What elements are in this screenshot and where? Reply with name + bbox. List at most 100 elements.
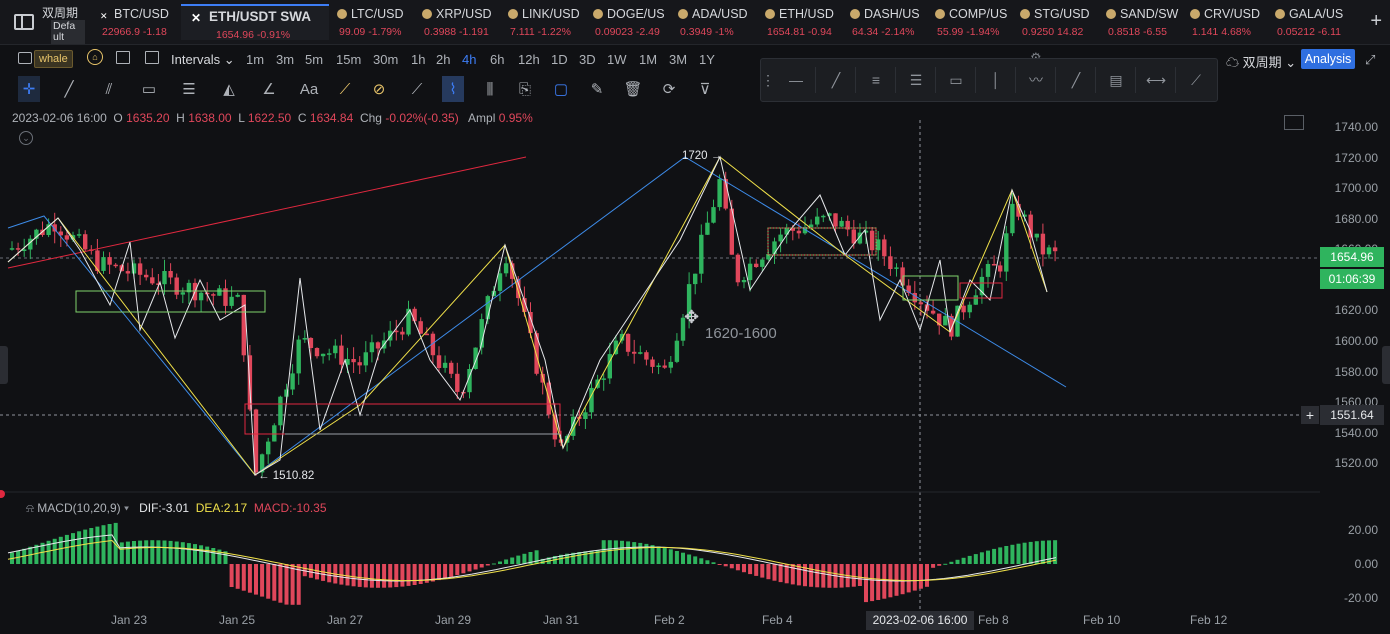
fib-icon[interactable]: ⫽ xyxy=(105,80,113,98)
macd-menu-icon[interactable]: ▾ xyxy=(124,501,130,515)
note-icon[interactable]: ✎ xyxy=(590,81,604,98)
intervals-dropdown[interactable]: Intervals ⌄ xyxy=(171,52,235,67)
interval-1h[interactable]: 1h xyxy=(411,52,426,67)
ticker-item[interactable]: LTC/USD 99.09 -1.79% xyxy=(337,6,417,40)
candle-body xyxy=(863,230,869,233)
drag-handle-icon[interactable]: ⋮ xyxy=(761,72,775,88)
candle-body xyxy=(40,229,45,235)
macd-bar xyxy=(906,564,911,593)
layout-icon[interactable] xyxy=(145,51,159,64)
candle-body xyxy=(729,208,734,255)
clipboard-icon[interactable]: ⎘ xyxy=(518,80,531,98)
image-icon[interactable]: ◭ xyxy=(223,81,235,98)
wave-icon[interactable]: 〰 xyxy=(1017,67,1056,93)
high-annotation-text: 1720 xyxy=(682,150,708,162)
price-tick: 1520.00 xyxy=(1334,456,1378,470)
macd-bar xyxy=(882,564,887,599)
interval-6h[interactable]: 6h xyxy=(490,52,505,67)
ray-icon[interactable]: ╱ xyxy=(1057,67,1096,93)
dual-period-toggle[interactable]: ☁ 双周期 ⌄ xyxy=(1226,55,1297,70)
interval-4h[interactable]: 4h xyxy=(462,52,477,67)
trash-icon[interactable]: 🗑 xyxy=(623,81,643,98)
macd-bar xyxy=(95,526,100,564)
interval-3D[interactable]: 3D xyxy=(579,52,596,67)
collapse-legend-icon[interactable]: ⌄ xyxy=(19,131,33,145)
ticker-item[interactable]: ✕ BTC/USD 22966.9 -1.18 xyxy=(100,6,174,40)
candle-body xyxy=(839,220,844,227)
rectangle-icon[interactable]: ▭ xyxy=(937,67,976,93)
macd-bar xyxy=(931,564,936,568)
angle-icon[interactable]: ∠ xyxy=(262,81,276,98)
interval-2h[interactable]: 2h xyxy=(436,52,451,67)
macd-bar xyxy=(534,550,539,564)
link-icon[interactable]: ⟳ xyxy=(662,81,676,98)
candle-body xyxy=(174,277,179,295)
candle-body xyxy=(241,294,246,356)
ticker-item[interactable]: COMP/US 55.99 -1.94% xyxy=(935,6,1015,40)
rectangle-icon[interactable]: ▭ xyxy=(141,81,157,98)
square-select-icon[interactable]: ▢ xyxy=(553,81,569,98)
period-label[interactable]: 双周期 xyxy=(42,6,79,20)
ticker-item[interactable]: CRV/USD 1.141 4.68% xyxy=(1190,6,1270,40)
screenshot-icon[interactable] xyxy=(1284,115,1304,130)
interval-30m[interactable]: 30m xyxy=(373,52,399,67)
ticker-item[interactable]: DOGE/US 0.09023 -2.49 xyxy=(593,6,673,40)
vertical-line-icon[interactable]: │ xyxy=(977,67,1016,93)
trend-line-icon[interactable]: ╱ xyxy=(817,67,856,93)
interval-1M[interactable]: 1M xyxy=(639,52,658,67)
interval-1Y[interactable]: 1Y xyxy=(699,52,715,67)
candle-body xyxy=(1022,214,1027,217)
horizontal-lines-icon[interactable]: ☰ xyxy=(182,81,196,98)
ticker-item[interactable]: LINK/USD 7.111 -1.22% xyxy=(508,6,588,40)
ticker-item[interactable]: GALA/US 0.05212 -6.11 xyxy=(1275,6,1355,40)
interval-1D[interactable]: 1D xyxy=(551,52,568,67)
price-tick: 1580.00 xyxy=(1334,365,1378,379)
interval-12h[interactable]: 12h xyxy=(518,52,540,67)
text-icon[interactable]: Aa xyxy=(299,80,319,98)
brush-icon[interactable]: ⟋ xyxy=(339,80,351,98)
measure-icon[interactable]: ⟋ xyxy=(1191,72,1201,88)
ticker-item[interactable]: DASH/US 64.34 -2.14% xyxy=(850,6,930,40)
interval-5m[interactable]: 5m xyxy=(305,52,324,67)
ticker-item[interactable]: XRP/USD 0.3988 -1.191 xyxy=(422,6,502,40)
ticker-item[interactable]: ETH/USD 1654.81 -0.94 xyxy=(765,6,845,40)
left-panel-handle[interactable] xyxy=(0,346,8,384)
ticker-item[interactable]: ADA/USD 0.3949 -1% xyxy=(678,6,758,40)
horizontal-segment-icon[interactable]: — xyxy=(777,67,816,93)
add-ticker-button[interactable]: + xyxy=(1370,10,1382,32)
interval-1m[interactable]: 1m xyxy=(246,52,265,67)
parallel-lines-icon[interactable]: ≡ xyxy=(857,67,896,93)
price-chart[interactable] xyxy=(0,120,1320,620)
fib-lines-icon[interactable]: ☰ xyxy=(897,67,936,93)
default-template-button[interactable]: Defa ult xyxy=(51,20,85,44)
interval-3M[interactable]: 3M xyxy=(669,52,688,67)
move-handle-icon[interactable]: ✥ xyxy=(684,307,700,327)
right-panel-handle[interactable] xyxy=(1382,346,1390,384)
layout-toggle-icon[interactable] xyxy=(14,14,34,30)
range-icon[interactable]: ⟷ xyxy=(1137,67,1176,93)
more-icon[interactable]: ⤢ xyxy=(1365,52,1376,67)
pattern-icon[interactable]: ⌇ xyxy=(442,76,464,102)
bars-icon[interactable]: ⫼ xyxy=(486,80,494,98)
bell-icon[interactable]: ⍾ xyxy=(26,501,34,515)
calendar-icon[interactable] xyxy=(116,51,130,64)
ticker-price: 7.111 -1.22% xyxy=(510,26,571,38)
chart-type-icon[interactable] xyxy=(18,52,32,64)
ruler-icon[interactable]: ▤ xyxy=(1097,67,1136,93)
add-alert-icon[interactable]: + xyxy=(1301,406,1319,424)
alert-icon[interactable]: ⌂ xyxy=(87,49,103,65)
ticker-item[interactable]: STG/USD 0.9250 14.82 xyxy=(1020,6,1100,40)
ticker-item[interactable]: ✕ ETH/USDT SWA 1654.96 -0.91% xyxy=(181,4,329,41)
crosshair-icon[interactable]: ✛ xyxy=(18,76,40,102)
analysis-button[interactable]: Analysis xyxy=(1301,49,1355,69)
interval-15m[interactable]: 15m xyxy=(336,52,362,67)
interval-3m[interactable]: 3m xyxy=(276,52,295,67)
trend-line-icon[interactable]: ╱ xyxy=(64,81,74,98)
ticker-item[interactable]: SAND/SW 0.8518 -6.55 xyxy=(1106,6,1186,40)
interval-1W[interactable]: 1W xyxy=(607,52,627,67)
filter-icon[interactable]: ⊽ xyxy=(699,81,711,98)
magnet-icon[interactable]: ⊘ xyxy=(372,81,386,98)
ticker-name: LTC/USD xyxy=(351,7,404,21)
ruler-icon[interactable]: ⟋ xyxy=(411,80,423,98)
whale-badge[interactable]: whale xyxy=(34,50,73,68)
